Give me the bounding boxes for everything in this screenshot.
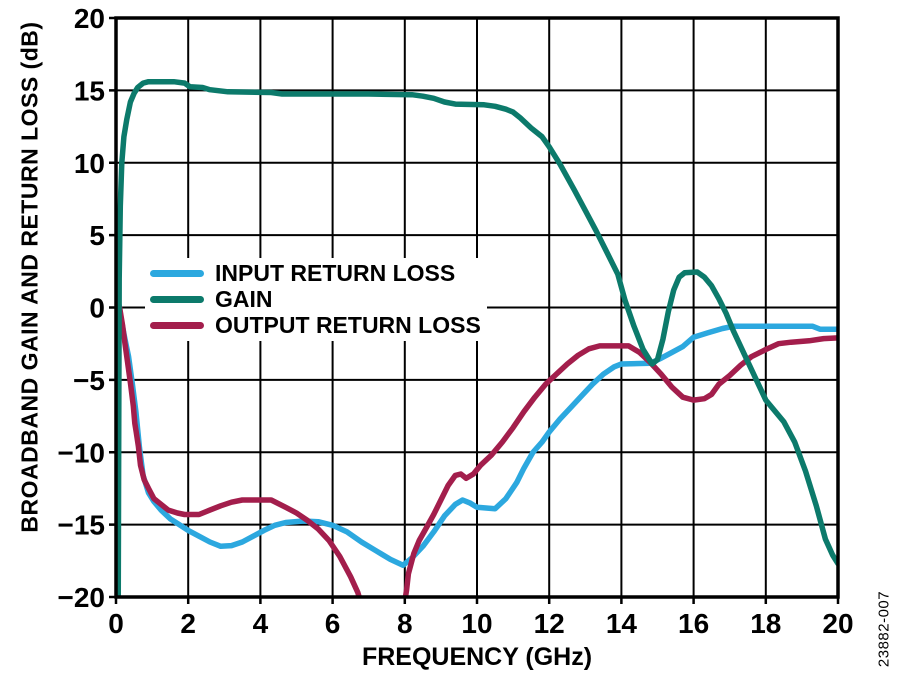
y-tick-label: −10 [58,437,106,468]
series-line-output-return-loss [116,304,838,597]
y-tick-label: 0 [89,293,105,324]
legend-item-output-return-loss: OUTPUT RETURN LOSS [150,312,481,338]
legend-label: GAIN [215,286,273,312]
y-tick-label: 10 [74,148,105,179]
x-tick-label: 20 [822,608,853,639]
series-line-input-return-loss [116,301,838,568]
y-tick-label: −15 [58,510,106,541]
x-tick-label: 14 [606,608,638,639]
x-tick-label: 6 [325,608,341,639]
x-tick-label: 0 [108,608,124,639]
output-return-loss-line-swatch [150,322,204,329]
x-tick-label: 8 [397,608,413,639]
legend: INPUT RETURN LOSS GAIN OUTPUT RETURN LOS… [145,258,487,341]
x-tick-label: 4 [253,608,269,639]
x-tick-label: 2 [180,608,196,639]
legend-label: OUTPUT RETURN LOSS [215,312,481,338]
legend-label: INPUT RETURN LOSS [215,260,456,286]
y-axis-title: BROADBAND GAIN AND RETURN LOSS (dB) [16,21,43,533]
y-tick-label: 15 [74,75,105,106]
y-tick-label: −5 [73,365,105,396]
y-tick-label: −20 [58,582,106,613]
figure-number: 23882-007 [875,590,893,668]
x-tick-label: 10 [461,608,492,639]
y-tick-label: 5 [89,220,105,251]
series-line-gain [116,78,838,597]
plot-frame [114,16,840,599]
legend-item-input-return-loss: INPUT RETURN LOSS [150,260,481,286]
x-axis-title: FREQUENCY (GHz) [361,643,593,671]
y-tick-label: 20 [74,3,105,34]
x-tick-label: 16 [678,608,709,639]
input-return-loss-line-swatch [150,270,204,277]
gain-line-swatch [150,296,204,303]
legend-item-gain: GAIN [150,286,481,312]
x-tick-label: 12 [534,608,565,639]
x-tick-label: 18 [750,608,781,639]
